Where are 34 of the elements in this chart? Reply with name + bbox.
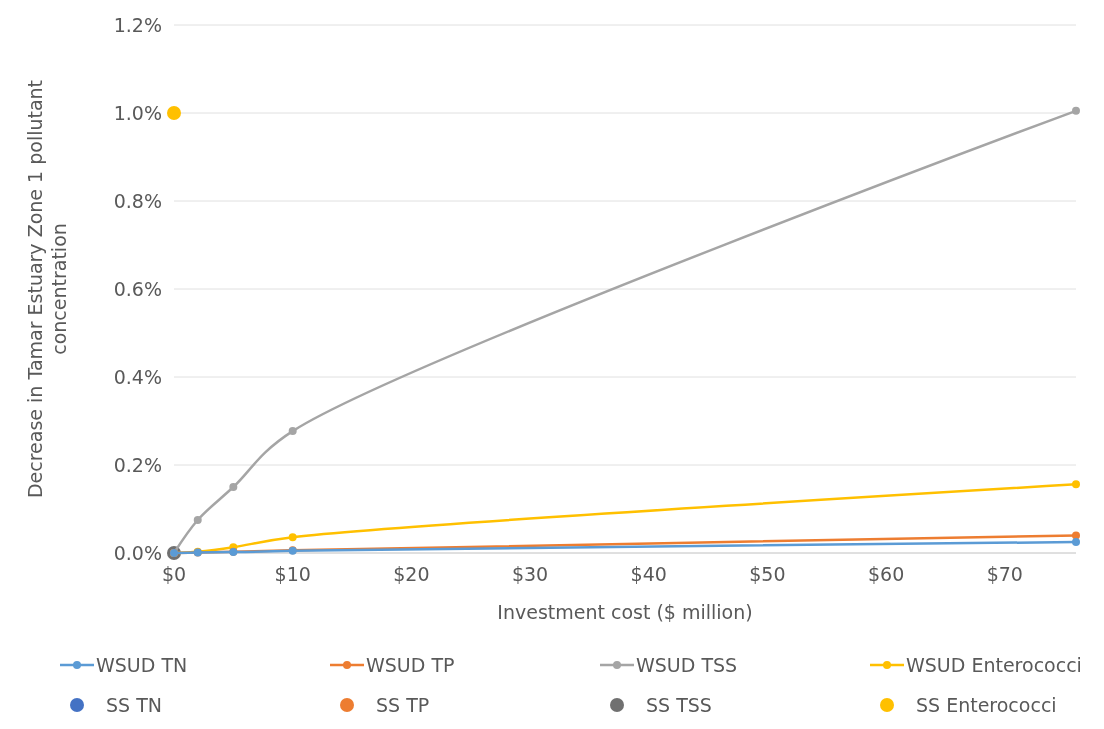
legend-label: WSUD Enterococci [906, 653, 1082, 676]
x-tick-label: $0 [161, 563, 187, 585]
legend-label: SS Enterococci [916, 693, 1057, 716]
y-tick-label: 0.6% [113, 277, 162, 300]
y-tick-label: 0.8% [113, 189, 162, 212]
point [167, 106, 181, 120]
point [1072, 538, 1080, 546]
legend-label: SS TSS [646, 693, 712, 716]
y-axis-title: Decrease in Tamar Estuary Zone 1 pollutant concentration [24, 79, 70, 499]
y-tick-label: 1.0% [113, 101, 162, 124]
x-tick-label: $10 [274, 563, 311, 585]
y-tick-label: 0.0% [113, 541, 162, 564]
y-tick-label: 0.4% [113, 365, 162, 388]
x-tick-label: $50 [749, 563, 786, 585]
point [1072, 531, 1080, 540]
x-axis-title: Investment cost ($ million) [497, 601, 753, 623]
point [1072, 480, 1080, 489]
y-tick-label: 1.2% [113, 13, 162, 36]
point [288, 533, 297, 542]
point [229, 483, 238, 491]
x-tick-label: $30 [511, 563, 549, 585]
legend-label: SS TP [376, 693, 430, 716]
x-tick-label: $70 [986, 563, 1023, 585]
legend-label: WSUD TSS [636, 653, 738, 676]
legend-label: WSUD TP [366, 653, 455, 676]
legend-label: WSUD TN [96, 653, 188, 676]
point [1072, 106, 1080, 115]
point [193, 516, 202, 524]
x-tick-label: $40 [630, 563, 667, 585]
point [288, 427, 297, 436]
x-tick-label: $60 [867, 563, 905, 585]
legend-label: SS TN [106, 693, 162, 716]
x-tick-label: $20 [393, 563, 430, 585]
y-tick-label: 0.2% [113, 453, 162, 476]
